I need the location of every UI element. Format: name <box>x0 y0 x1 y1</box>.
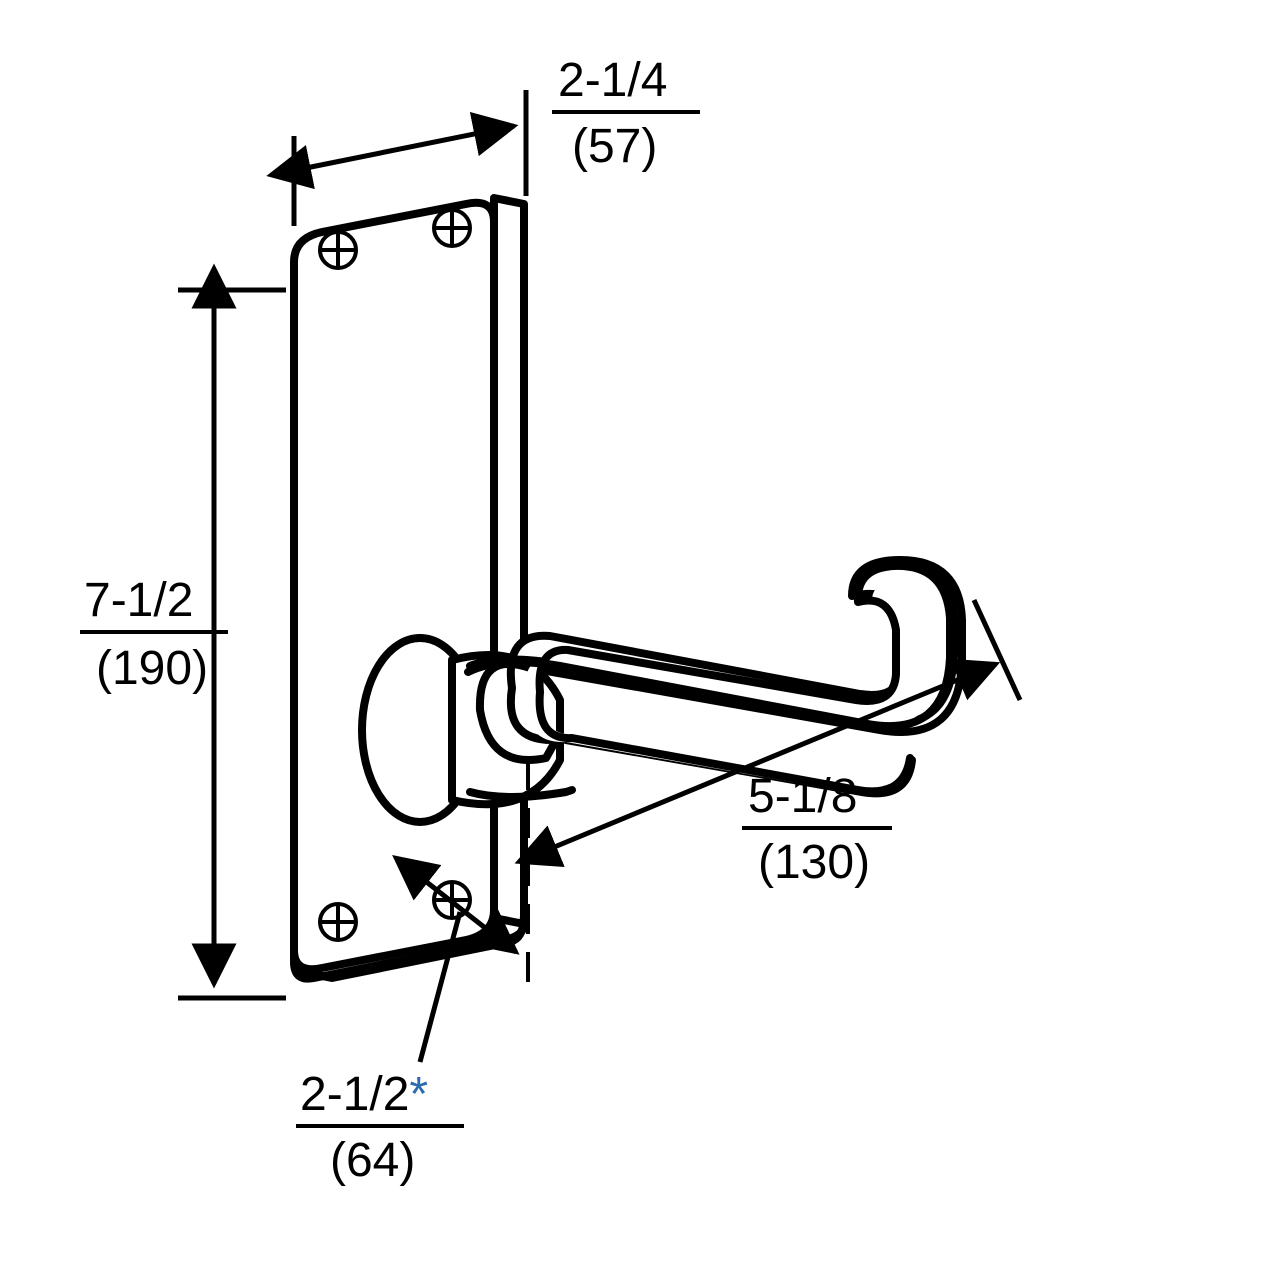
svg-text:5-1/8: 5-1/8 <box>748 770 857 823</box>
svg-text:7-1/2: 7-1/2 <box>84 574 193 627</box>
screw-top-right <box>434 210 470 246</box>
dim-offset-metric: (64) <box>330 1134 415 1187</box>
dim-height-metric: (190) <box>96 642 208 695</box>
dim-height-imperial: 7-1/2 <box>84 574 193 627</box>
screw-bottom-left <box>320 904 356 940</box>
svg-text:(190): (190) <box>96 642 208 695</box>
svg-text:(130): (130) <box>758 836 870 889</box>
svg-text:2-1/4: 2-1/4 <box>558 54 667 107</box>
screw-top-left <box>320 232 356 268</box>
svg-text:(64): (64) <box>330 1134 415 1187</box>
dim-lever-metric: (130) <box>758 836 870 889</box>
svg-text:(57): (57) <box>572 120 657 173</box>
dim-offset-asterisk: * <box>409 1068 428 1121</box>
technical-drawing: 2-1/4 (57) 7-1/2 (190) 5-1/8 (130) 2-1/2… <box>0 0 1280 1280</box>
dim-offset-imperial: 2-1/2 <box>300 1068 409 1121</box>
dim-width-imperial: 2-1/4 <box>558 54 667 107</box>
dim-height: 7-1/2 (190) <box>80 290 286 998</box>
escutcheon-plate <box>294 198 524 979</box>
svg-text:2-1/2*: 2-1/2* <box>300 1068 428 1121</box>
dim-lever-imperial: 5-1/8 <box>748 770 857 823</box>
dim-width-metric: (57) <box>572 120 657 173</box>
